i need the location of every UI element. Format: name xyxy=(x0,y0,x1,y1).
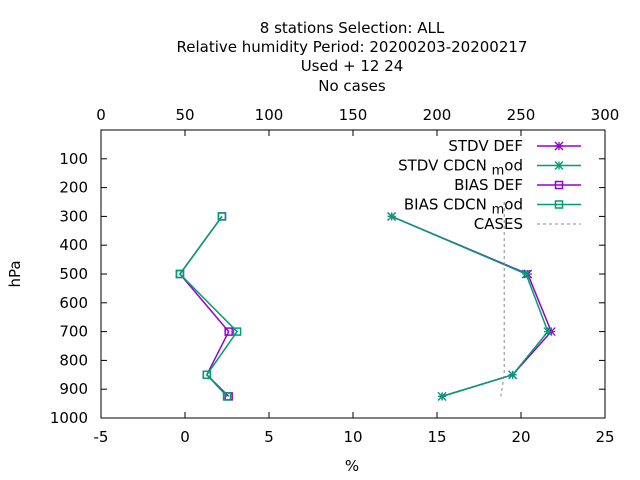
x-tick-label: 20 xyxy=(511,428,530,446)
legend-item: STDV DEF xyxy=(448,137,581,155)
title-line-3: Used + 12 24 xyxy=(301,57,404,75)
series-cases xyxy=(500,202,505,397)
legend-item: BIAS DEF xyxy=(454,176,581,194)
x-tick-label: 15 xyxy=(427,428,446,446)
y-tick-label: 900 xyxy=(59,380,88,398)
y-tick-label: 700 xyxy=(59,323,88,341)
legend-label: BIAS DEF xyxy=(454,176,523,194)
y-tick-label: 300 xyxy=(59,207,88,225)
title-line-1: 8 stations Selection: ALL xyxy=(260,19,445,37)
y-tick-label: 600 xyxy=(59,294,88,312)
title-line-2: Relative humidity Period: 20200203-20200… xyxy=(177,38,528,56)
data-point-square xyxy=(222,392,232,401)
x-tick-label: 10 xyxy=(343,428,362,446)
series-line xyxy=(391,215,549,398)
y-tick-label: 200 xyxy=(59,179,88,197)
x-tick-label: 25 xyxy=(595,428,614,446)
series-stdv-def xyxy=(387,211,556,401)
star-stroke xyxy=(554,141,564,151)
star-stroke xyxy=(508,370,518,380)
series-layer xyxy=(175,202,556,401)
data-point-square xyxy=(554,200,564,209)
axes: -5 0 5 10 15 20 250 50 100 150 200 250 3001002003004… xyxy=(50,106,620,446)
data-point-square xyxy=(224,327,233,336)
x2-tick-label: 50 xyxy=(175,106,194,124)
star-stroke xyxy=(387,211,397,221)
data-point-star xyxy=(543,327,553,337)
star-stroke xyxy=(521,269,531,279)
data-point-star xyxy=(521,269,531,279)
x2-tick-label: 150 xyxy=(339,106,368,124)
legend-label: STDV DEF xyxy=(448,137,523,155)
x2-tick-label: 0 xyxy=(96,106,106,124)
series-stdv-cdcn-mod xyxy=(387,211,553,401)
data-point-star xyxy=(508,370,518,380)
y-tick-label: 1000 xyxy=(50,409,88,427)
y-tick-label: 400 xyxy=(59,236,88,254)
data-point-square xyxy=(232,327,242,336)
star-stroke xyxy=(554,161,564,170)
series-bias-cdcn-mod xyxy=(175,212,242,401)
x-axis-label: % xyxy=(345,457,359,475)
y-tick-label: 500 xyxy=(59,265,88,283)
series-line xyxy=(391,215,553,398)
series-line xyxy=(178,215,239,397)
series-line xyxy=(500,202,505,397)
x2-tick-label: 250 xyxy=(507,106,536,124)
data-point-square xyxy=(554,180,564,190)
data-point-square xyxy=(202,370,212,380)
chart-title: 8 stations Selection: ALL Relative humid… xyxy=(177,19,528,95)
x2-tick-label: 100 xyxy=(255,106,284,124)
title-line-4: No cases xyxy=(318,77,386,95)
series-line xyxy=(179,215,230,397)
data-point-square xyxy=(175,269,185,279)
data-point-star xyxy=(437,391,447,401)
star-stroke xyxy=(543,327,553,337)
data-point-star xyxy=(387,211,397,221)
y-axis-label: hPa xyxy=(6,260,24,287)
legend-label: CASES xyxy=(474,215,523,233)
x-tick-label: 5 xyxy=(264,428,274,446)
x-tick-label: -5 xyxy=(94,428,109,446)
x2-tick-label: 300 xyxy=(591,106,620,124)
x-tick-label: 0 xyxy=(180,428,190,446)
legend-item: CASES xyxy=(474,215,581,233)
data-point-star xyxy=(554,161,564,170)
data-point-square xyxy=(217,212,227,221)
x2-tick-label: 200 xyxy=(423,106,452,124)
y-tick-label: 800 xyxy=(59,351,88,369)
y-tick-label: 100 xyxy=(59,150,88,168)
star-stroke xyxy=(437,391,447,401)
data-point-star xyxy=(554,141,564,151)
